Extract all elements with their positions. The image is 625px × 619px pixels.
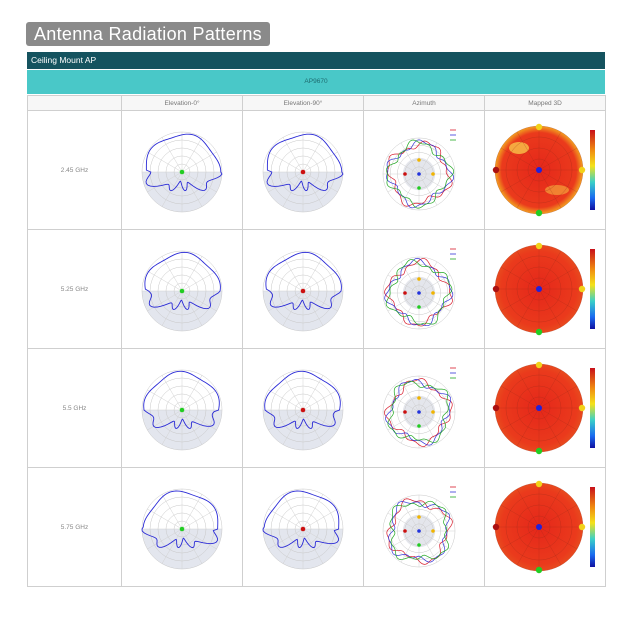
elevation-0-plot [121, 467, 243, 587]
mapped-3d-image [492, 480, 595, 574]
elevation-0-plot [121, 229, 243, 349]
elevation-90-pattern-image [262, 250, 344, 332]
table-row: 5.75 GHz [27, 467, 606, 587]
azimuth-plot [363, 229, 485, 349]
azimuth-plot [363, 110, 485, 230]
frequency-label: 5.25 GHz [27, 229, 122, 349]
elevation-0-pattern-image [141, 488, 223, 570]
elevation-0-plot [121, 110, 243, 230]
model-header: AP9670 [27, 70, 605, 94]
elevation-0-pattern-image [141, 250, 223, 332]
mapped-3d-plot [484, 110, 606, 230]
elevation-90-pattern-image [262, 488, 344, 570]
mapped-3d-plot [484, 229, 606, 349]
azimuth-plot [363, 348, 485, 468]
mapped-3d-plot [484, 348, 606, 468]
column-header-azimuth: Azimuth [363, 95, 485, 111]
frequency-label: 2.45 GHz [27, 110, 122, 230]
column-header-row: Elevation-0° Elevation-90° Azimuth Mappe… [27, 95, 606, 111]
table-row: 2.45 GHz [27, 110, 606, 230]
elevation-0-pattern-image [141, 131, 223, 213]
mapped-3d-plot [484, 467, 606, 587]
table-row: 5.25 GHz [27, 229, 606, 349]
azimuth-pattern-image [382, 486, 456, 568]
page-title: Antenna Radiation Patterns [26, 22, 270, 46]
azimuth-pattern-image [382, 248, 456, 330]
azimuth-pattern-image [382, 367, 456, 449]
corner-cell [27, 95, 122, 111]
elevation-0-pattern-image [141, 369, 223, 451]
mapped-3d-image [492, 361, 595, 455]
column-header-mapped-3d: Mapped 3D [484, 95, 606, 111]
table-row: 5.5 GHz [27, 348, 606, 468]
azimuth-pattern-image [382, 129, 456, 211]
frequency-label: 5.5 GHz [27, 348, 122, 468]
elevation-90-plot [242, 229, 364, 349]
column-header-elevation-90: Elevation-90° [242, 95, 364, 111]
frequency-label: 5.75 GHz [27, 467, 122, 587]
elevation-90-pattern-image [262, 369, 344, 451]
elevation-90-pattern-image [262, 131, 344, 213]
mapped-3d-image [492, 123, 595, 217]
mapped-3d-image [492, 242, 595, 336]
section-header: Ceiling Mount AP [27, 52, 605, 69]
column-header-elevation-0: Elevation-0° [121, 95, 243, 111]
radiation-pattern-table: Elevation-0° Elevation-90° Azimuth Mappe… [27, 95, 606, 587]
elevation-90-plot [242, 348, 364, 468]
azimuth-plot [363, 467, 485, 587]
elevation-90-plot [242, 467, 364, 587]
elevation-0-plot [121, 348, 243, 468]
elevation-90-plot [242, 110, 364, 230]
